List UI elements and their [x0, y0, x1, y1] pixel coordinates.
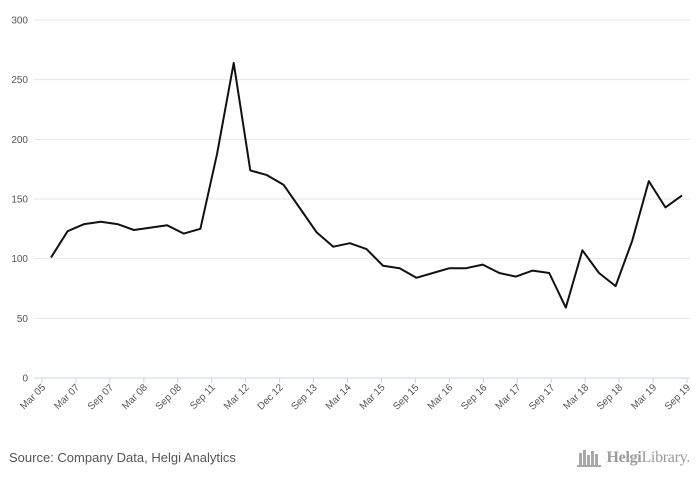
x-tick-label: Sep 17: [527, 382, 557, 412]
library-icon: [576, 450, 601, 467]
x-tick-label: Sep 08: [154, 382, 184, 412]
x-tick-label: Mar 12: [222, 382, 252, 412]
y-tick-label: 250: [11, 75, 28, 86]
y-tick-label: 300: [11, 16, 28, 27]
series-line: [50, 62, 683, 309]
x-tick-label: Mar 15: [358, 382, 388, 412]
brand-name: HelgiLibrary.: [606, 449, 691, 466]
x-tick-label: Mar 14: [324, 382, 354, 412]
brand-logo: HelgiLibrary.: [576, 447, 691, 469]
y-tick-label: 150: [11, 195, 28, 206]
x-tick-label: Mar 07: [52, 382, 82, 412]
y-tick-label: 200: [11, 135, 28, 146]
x-tick-label: Mar 05: [18, 382, 48, 412]
y-tick-label: 100: [11, 254, 28, 265]
x-tick-label: Sep 11: [188, 382, 218, 412]
y-tick-label: 50: [17, 314, 29, 325]
x-tick-label: Sep 18: [595, 382, 625, 412]
x-tick-label: Mar 16: [426, 382, 456, 412]
x-tick-label: Mar 19: [629, 382, 659, 412]
x-tick-label: Sep 07: [86, 382, 116, 412]
x-tick-label: Sep 16: [459, 382, 489, 412]
x-tick-label: Mar 18: [561, 382, 591, 412]
footer: Source: Company Data, Helgi Analytics He…: [0, 440, 700, 483]
gridlines: [34, 19, 690, 319]
x-axis: Mar 05 Mar 07 Sep 07 Mar 08 Sep 08 Sep 11 Mar …: [18, 378, 693, 413]
y-tick-label: 0: [22, 374, 28, 385]
x-tick-label: Sep 15: [391, 382, 421, 412]
x-tick-label: Dec 12: [256, 382, 286, 412]
x-tick-label: Mar 08: [120, 382, 150, 412]
y-axis: 0 50 100 150 200 250 300: [11, 16, 28, 385]
x-tick-label: Sep 19: [663, 382, 693, 412]
source-note: Source: Company Data, Helgi Analytics: [9, 450, 236, 465]
x-tick-label: Mar 17: [494, 382, 524, 412]
x-tick-label: Sep 13: [290, 382, 320, 412]
